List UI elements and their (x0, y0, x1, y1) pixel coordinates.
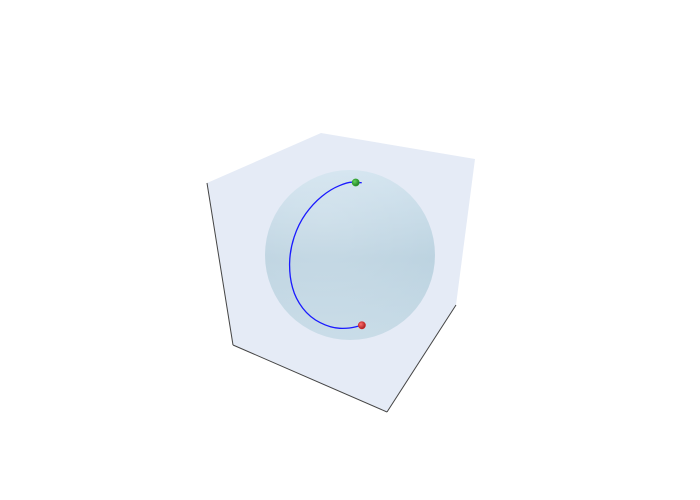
marker-layer (351, 178, 366, 330)
axis-edge-front (386, 304, 457, 413)
start-marker[interactable] (351, 178, 360, 187)
end-marker[interactable] (357, 321, 366, 330)
axis-edge-left (206, 182, 234, 346)
axis-edge-bottom (232, 344, 388, 413)
sphere-highlight (265, 170, 435, 340)
